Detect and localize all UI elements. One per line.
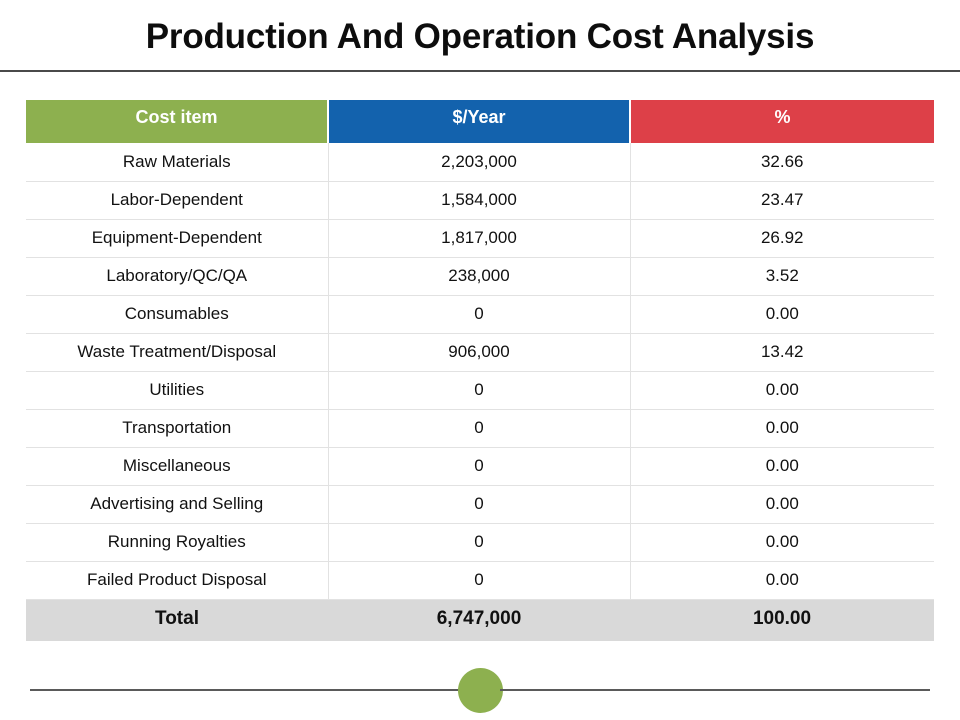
cell-per-year: 238,000: [328, 257, 631, 296]
cell-percent: 0.00: [630, 409, 934, 448]
table-row: Raw Materials 2,203,000 32.66: [26, 143, 934, 182]
total-label: Total: [26, 599, 328, 641]
cell-percent: 3.52: [630, 257, 934, 296]
cell-cost-item: Miscellaneous: [26, 447, 329, 486]
header-percent: %: [630, 100, 934, 143]
cell-cost-item: Equipment-Dependent: [26, 219, 329, 258]
table-row: Laboratory/QC/QA 238,000 3.52: [26, 257, 934, 296]
table-row: Advertising and Selling 0 0.00: [26, 485, 934, 524]
table-row: Transportation 0 0.00: [26, 409, 934, 448]
total-percent: 100.00: [630, 599, 934, 641]
cell-percent: 0.00: [630, 295, 934, 334]
cell-cost-item: Running Royalties: [26, 523, 329, 562]
cell-per-year: 0: [328, 523, 631, 562]
cell-cost-item: Raw Materials: [26, 143, 329, 182]
cell-percent: 13.42: [630, 333, 934, 372]
cell-per-year: 2,203,000: [328, 143, 631, 182]
cell-per-year: 0: [328, 295, 631, 334]
table-row: Miscellaneous 0 0.00: [26, 447, 934, 486]
page-title: Production And Operation Cost Analysis: [145, 17, 815, 56]
cell-percent: 0.00: [630, 371, 934, 410]
header-per-year: $/Year: [328, 100, 631, 143]
cost-table: Cost item $/Year % Raw Materials 2,203,0…: [26, 100, 934, 641]
cell-percent: 0.00: [630, 561, 934, 600]
cell-per-year: 0: [328, 409, 631, 448]
cell-percent: 0.00: [630, 485, 934, 524]
cell-cost-item: Consumables: [26, 295, 329, 334]
cell-cost-item: Failed Product Disposal: [26, 561, 329, 600]
cell-per-year: 1,584,000: [328, 181, 631, 220]
footer-line-left: [30, 689, 460, 691]
table-row: Waste Treatment/Disposal 906,000 13.42: [26, 333, 934, 372]
cell-percent: 32.66: [630, 143, 934, 182]
title-divider: [0, 70, 960, 72]
cell-per-year: 1,817,000: [328, 219, 631, 258]
table-row: Labor-Dependent 1,584,000 23.47: [26, 181, 934, 220]
cell-per-year: 906,000: [328, 333, 631, 372]
total-row: Total 6,747,000 100.00: [26, 599, 934, 641]
table-row: Utilities 0 0.00: [26, 371, 934, 410]
header-row: Cost item $/Year %: [26, 100, 934, 143]
cell-percent: 0.00: [630, 447, 934, 486]
cell-per-year: 0: [328, 485, 631, 524]
footer-line-right: [500, 689, 930, 691]
table-row: Consumables 0 0.00: [26, 295, 934, 334]
header-cost-item: Cost item: [26, 100, 329, 143]
table-row: Failed Product Disposal 0 0.00: [26, 561, 934, 600]
cell-cost-item: Transportation: [26, 409, 329, 448]
cell-per-year: 0: [328, 371, 631, 410]
cell-cost-item: Laboratory/QC/QA: [26, 257, 329, 296]
table-row: Running Royalties 0 0.00: [26, 523, 934, 562]
total-per-year: 6,747,000: [328, 599, 630, 641]
cell-percent: 26.92: [630, 219, 934, 258]
cell-cost-item: Waste Treatment/Disposal: [26, 333, 329, 372]
cell-percent: 23.47: [630, 181, 934, 220]
cell-cost-item: Advertising and Selling: [26, 485, 329, 524]
cell-percent: 0.00: [630, 523, 934, 562]
cell-cost-item: Labor-Dependent: [26, 181, 329, 220]
cell-cost-item: Utilities: [26, 371, 329, 410]
cell-per-year: 0: [328, 447, 631, 486]
footer-dot: [458, 668, 503, 713]
table-row: Equipment-Dependent 1,817,000 26.92: [26, 219, 934, 258]
cell-per-year: 0: [328, 561, 631, 600]
